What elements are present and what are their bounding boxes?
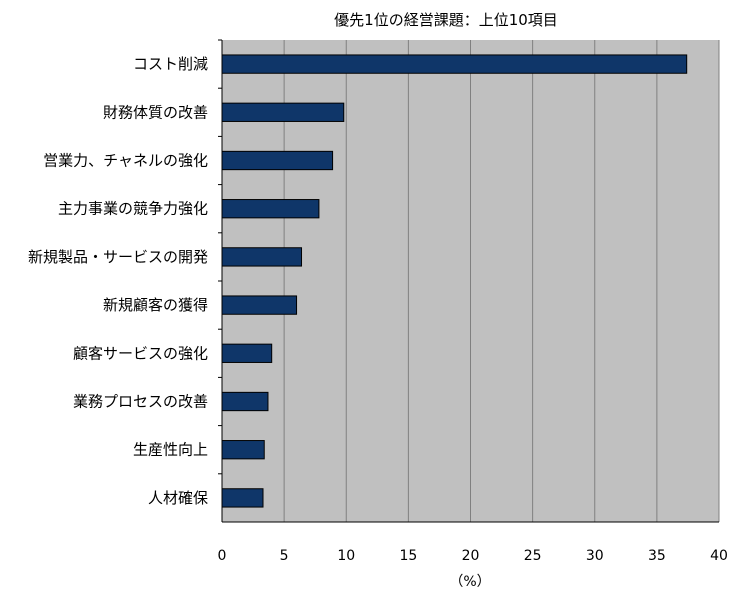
bar	[221, 440, 265, 460]
category-label: 主力事業の競争力強化	[58, 200, 208, 218]
x-tick-label: 15	[399, 548, 417, 564]
chart-title: 優先1位の経営課題：上位10項目	[334, 11, 558, 29]
category-label: 営業力、チャネルの強化	[43, 152, 208, 170]
x-tick-labels: 0 5 10 15 20 25 30 35 40	[218, 548, 728, 564]
category-label: コスト削減	[133, 55, 208, 73]
x-tick-label: 0	[218, 548, 227, 564]
x-tick-label: 10	[337, 548, 355, 564]
x-tick-label: 25	[524, 548, 542, 564]
category-label: 顧客サービスの強化	[73, 344, 208, 362]
category-label: 新規顧客の獲得	[103, 296, 208, 314]
bar	[221, 102, 345, 122]
bar	[221, 488, 264, 508]
bar	[221, 199, 320, 219]
category-label: 人材確保	[148, 489, 208, 507]
x-tick-label: 35	[648, 548, 666, 564]
bar	[221, 343, 273, 363]
x-tick-label: 30	[586, 548, 604, 564]
category-labels: コスト削減財務体質の改善営業力、チャネルの強化主力事業の競争力強化新規製品・サー…	[28, 39, 222, 507]
x-tick-label: 20	[462, 548, 480, 564]
bar	[221, 247, 303, 267]
x-tick-label: 40	[710, 548, 728, 564]
bar	[221, 54, 688, 74]
bar	[221, 150, 334, 171]
bars	[221, 54, 688, 508]
bar	[221, 295, 298, 315]
category-label: 財務体質の改善	[103, 103, 208, 121]
bar	[221, 391, 269, 412]
x-axis-title: （%）	[449, 574, 490, 590]
category-label: 業務プロセスの改善	[73, 393, 208, 411]
category-label: 新規製品・サービスの開発	[28, 248, 208, 266]
x-tick-label: 5	[280, 548, 289, 564]
category-label: 生産性向上	[133, 441, 208, 459]
